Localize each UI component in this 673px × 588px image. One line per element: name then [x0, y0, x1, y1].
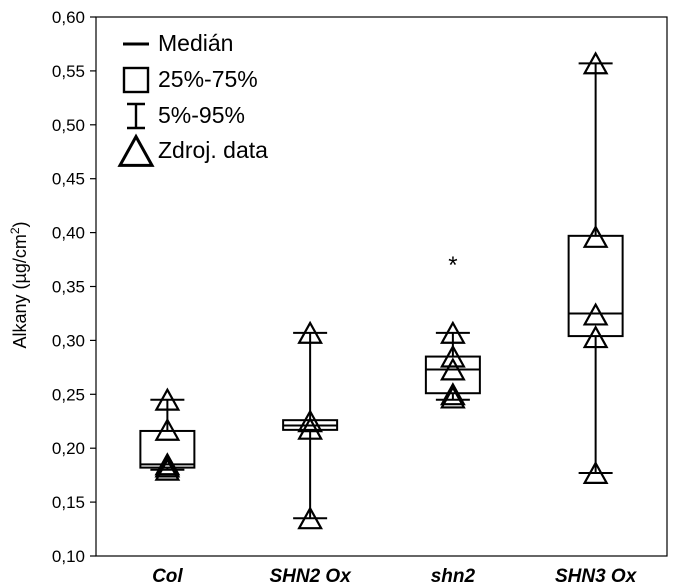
legend: Medián 25%-75% 5%-95% Zdroj. data: [117, 30, 268, 167]
legend-raw-data-symbol: [117, 133, 155, 167]
data-point-marker: [582, 460, 609, 484]
legend-label: 25%-75%: [158, 66, 258, 92]
data-point-marker: [440, 344, 466, 368]
data-point-marker: [582, 325, 609, 349]
y-axis-ticks: 0,10 0,15 0,20 0,25 0,30 0,35 0,40 0,45 0,50 0,55…: [52, 8, 96, 566]
data-point-marker: [440, 382, 466, 406]
data-point-marker: [297, 506, 323, 530]
y-tick-label: 0,10: [52, 547, 85, 566]
data-point-marker: [297, 320, 323, 344]
y-tick-label: 0,20: [52, 439, 85, 458]
data-point-marker: [582, 302, 609, 326]
y-axis-label-superscript: 2: [8, 227, 22, 234]
y-tick-label: 0,60: [52, 8, 85, 27]
y-tick-label: 0,45: [52, 170, 85, 189]
y-tick-label: 0,35: [52, 278, 85, 297]
legend-label: Zdroj. data: [158, 137, 268, 163]
legend-box-symbol: [122, 66, 150, 94]
data-point-marker: [582, 224, 609, 248]
legend-label: Medián: [158, 30, 233, 56]
data-point-marker: [154, 457, 181, 481]
legend-item-whisker: 5%-95%: [127, 102, 245, 130]
y-tick-label: 0,25: [52, 385, 85, 404]
legend-item-median: Medián: [123, 30, 233, 56]
category-label: SHN2 Ox: [269, 566, 352, 587]
box-group: [282, 320, 339, 530]
data-point-marker: [582, 51, 609, 75]
y-tick-label: 0,30: [52, 331, 85, 350]
y-axis-label: Alkany (µg/cm2): [8, 221, 30, 348]
data-point-marker: [154, 417, 181, 441]
y-tick-label: 0,40: [52, 224, 85, 243]
box-groups: *: [139, 51, 624, 530]
data-point-marker: [154, 387, 181, 411]
category-label: shn2: [431, 566, 476, 587]
y-tick-label: 0,15: [52, 493, 85, 512]
legend-label: 5%-95%: [158, 102, 245, 128]
data-point-marker: [297, 409, 323, 433]
data-point-marker: [440, 357, 466, 381]
box-group: *: [424, 252, 481, 409]
legend-item-raw: Zdroj. data: [117, 133, 268, 167]
data-point-marker: [154, 454, 181, 478]
box-group: [139, 387, 196, 481]
significance-marker: *: [448, 252, 457, 279]
category-label: Col: [152, 566, 183, 587]
iqr-box: [567, 234, 624, 338]
y-tick-label: 0,55: [52, 62, 85, 81]
data-point-marker: [440, 320, 466, 344]
data-point-marker: [440, 385, 466, 409]
y-tick-label: 0,50: [52, 116, 85, 135]
category-label: SHN3 Ox: [555, 566, 638, 587]
plot-frame: [95, 16, 668, 557]
x-axis-categories: Col SHN2 Ox shn2 SHN3 Ox: [152, 566, 638, 587]
data-point-marker: [297, 416, 323, 440]
legend-item-box: 25%-75%: [122, 66, 258, 94]
box-group: [567, 51, 624, 484]
